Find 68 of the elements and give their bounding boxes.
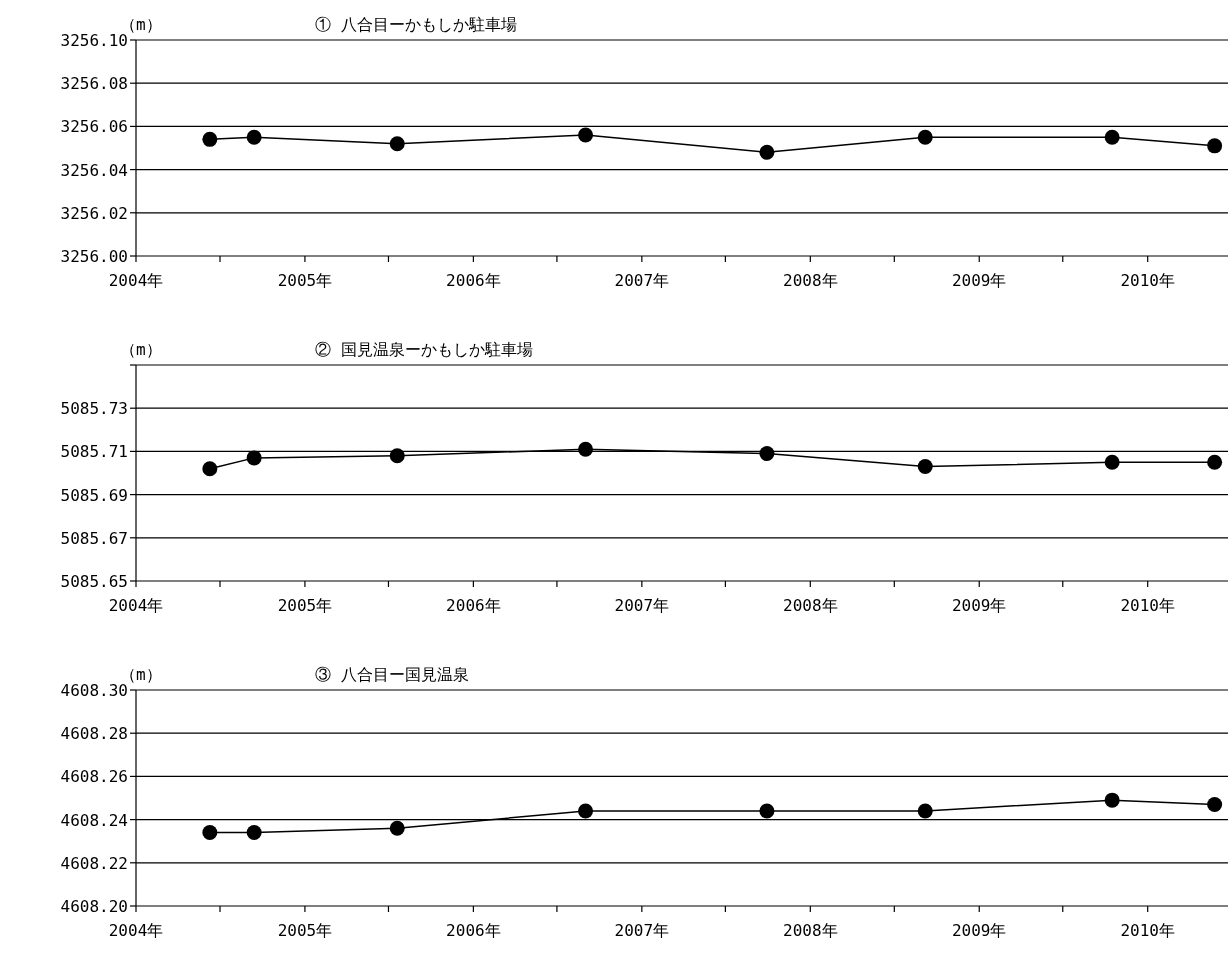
point: [1207, 138, 1223, 154]
y-tick-label: 5085.69: [60, 485, 128, 505]
y-axis-title: （m）: [120, 15, 162, 34]
point: [1104, 129, 1120, 145]
x-tick-label: 2004年: [108, 596, 164, 615]
x-tick-label: 2006年: [446, 271, 501, 290]
y-axis-title: （m）: [120, 340, 162, 359]
y-tick-label: 3256.10: [60, 31, 128, 50]
y-tick-label: 3256.06: [60, 117, 128, 137]
y-tick-label: 3256.04: [60, 160, 128, 180]
y-tick-label: 4608.22: [60, 853, 128, 873]
y-tick-label: 4608.26: [60, 767, 128, 787]
x-tick-label: 2006年: [446, 921, 501, 940]
chart-title: ① 八合目ーかもしか駐車場: [315, 15, 517, 34]
y-tick-label: 5085.65: [60, 572, 128, 591]
point: [917, 129, 933, 145]
point: [578, 441, 594, 457]
x-tick-label: 2004年: [108, 921, 164, 940]
point: [202, 131, 218, 147]
point: [578, 127, 594, 143]
point: [759, 144, 775, 160]
point: [246, 450, 262, 466]
point: [1207, 796, 1223, 812]
point: [246, 129, 262, 145]
x-tick-label: 2007年: [614, 271, 670, 290]
x-tick-label: 2009年: [951, 271, 1007, 290]
x-tick-label: 2008年: [783, 921, 838, 940]
point: [202, 825, 218, 841]
point: [917, 803, 933, 819]
x-tick-label: 2005年: [277, 596, 333, 615]
x-tick-label: 2006年: [446, 596, 501, 615]
point: [917, 459, 933, 475]
y-tick-label: 3256.08: [60, 74, 128, 94]
point: [246, 825, 262, 841]
y-tick-label: 4608.20: [60, 897, 128, 916]
point: [389, 448, 405, 464]
point: [1207, 454, 1223, 470]
chart-title: ③ 八合目ー国見温泉: [315, 665, 469, 684]
point: [759, 803, 775, 819]
point: [389, 136, 405, 152]
y-tick-label: 4608.30: [60, 681, 128, 700]
y-tick-label: 4608.28: [60, 724, 128, 744]
x-tick-label: 2005年: [277, 271, 333, 290]
x-tick-label: 2004年: [108, 271, 164, 290]
x-tick-label: 2008年: [783, 271, 838, 290]
y-tick-label: 3256.02: [60, 203, 128, 223]
x-tick-label: 2009年: [951, 921, 1007, 940]
x-tick-label: 2005年: [277, 921, 333, 940]
x-tick-label: 2007年: [614, 596, 670, 615]
x-tick-label: 2007年: [614, 921, 670, 940]
x-tick-label: 2010年: [1120, 921, 1175, 940]
point: [202, 461, 218, 477]
y-tick-label: 5085.67: [60, 528, 128, 548]
point: [759, 446, 775, 462]
y-tick-label: 3256.00: [60, 247, 128, 266]
chart-title: ② 国見温泉ーかもしか駐車場: [315, 340, 533, 359]
point: [1104, 454, 1120, 470]
y-tick-label: 5085.71: [60, 442, 128, 462]
point: [578, 803, 594, 819]
y-tick-label: 5085.73: [60, 399, 128, 419]
x-tick-label: 2008年: [783, 596, 838, 615]
x-tick-label: 2010年: [1120, 596, 1175, 615]
y-axis-title: （m）: [120, 665, 162, 684]
x-tick-label: 2009年: [951, 596, 1007, 615]
x-tick-label: 2010年: [1120, 271, 1175, 290]
y-tick-label: 4608.24: [60, 810, 128, 830]
point: [389, 820, 405, 836]
point: [1104, 792, 1120, 808]
